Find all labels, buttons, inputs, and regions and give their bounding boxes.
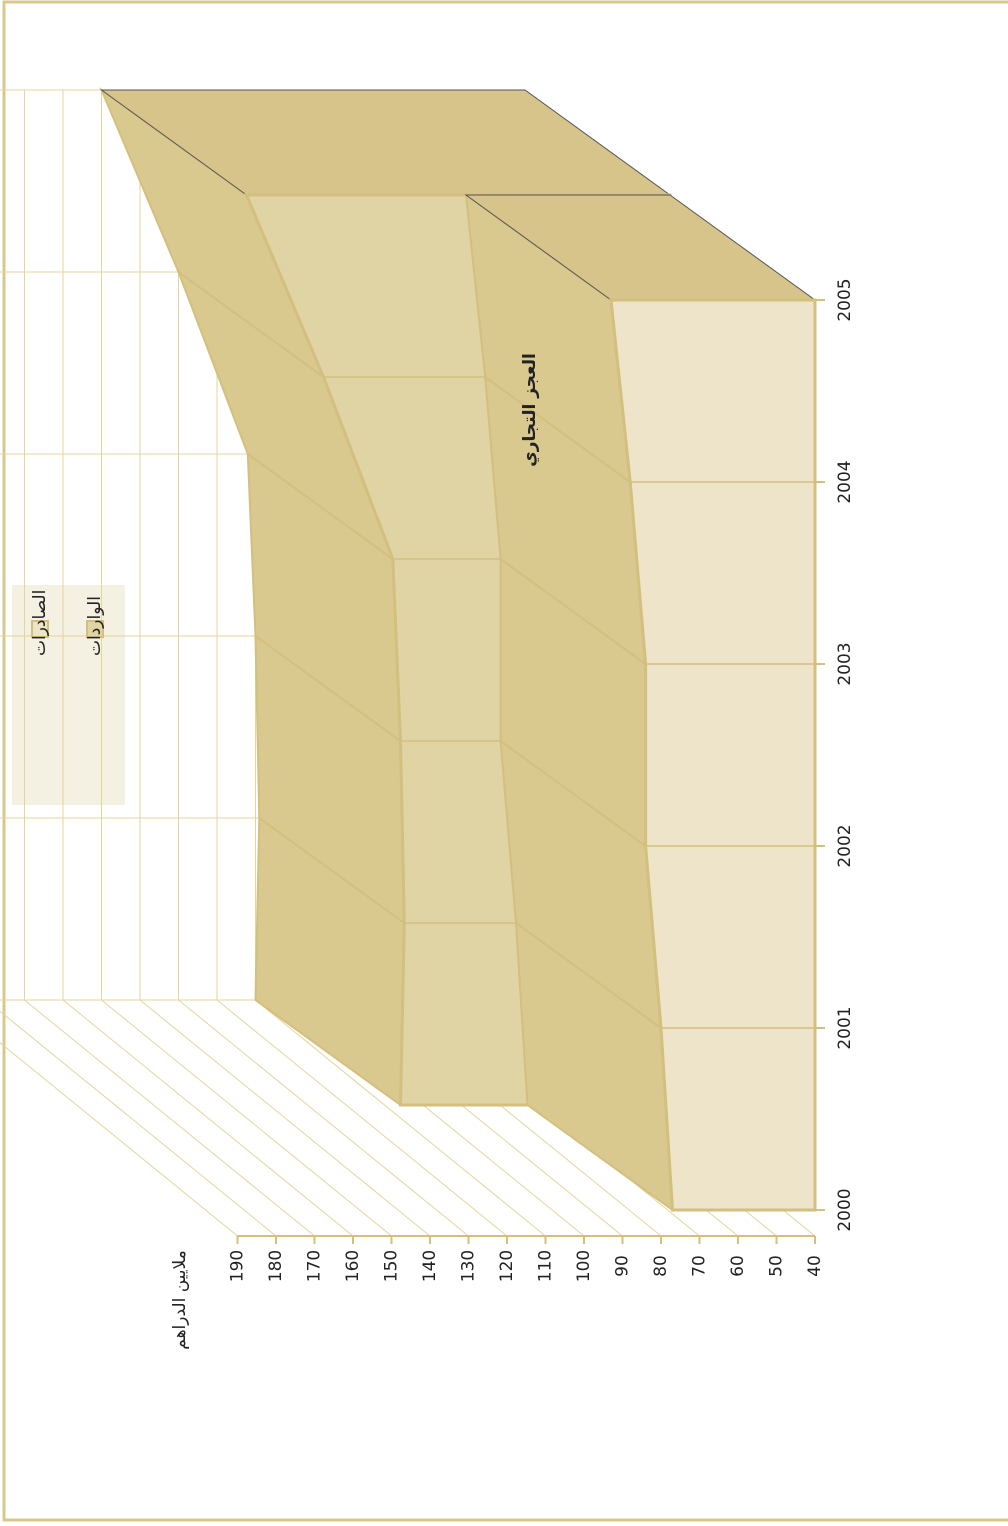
- legend: [12, 585, 125, 805]
- grid-line: [0, 999, 238, 1237]
- x-tick-label: 2004: [835, 460, 855, 503]
- y-tick-label: 100: [574, 1250, 594, 1282]
- y-tick-label: 60: [728, 1255, 748, 1277]
- grid-line: [216, 999, 508, 1237]
- x-tick-label: 2002: [835, 824, 855, 867]
- grid-line: [0, 999, 277, 1237]
- y-tick-label: 120: [497, 1250, 517, 1282]
- legend-swatch: [31, 620, 49, 638]
- y-tick-label: 190: [228, 1250, 248, 1282]
- grid-line: [101, 999, 392, 1237]
- y-tick-label: 90: [613, 1255, 633, 1277]
- y-tick-label: 150: [382, 1250, 402, 1282]
- grid-line: [62, 999, 354, 1237]
- y-tick-label: 80: [651, 1255, 671, 1277]
- x-tick-label: 2005: [835, 278, 855, 321]
- legend-swatch: [86, 620, 104, 638]
- x-tick-label: 2000: [835, 1188, 855, 1231]
- legend-label: الواردات: [85, 596, 105, 656]
- y-tick-label: 130: [459, 1250, 479, 1282]
- grid-line: [255, 999, 546, 1237]
- grid-line: [24, 999, 315, 1237]
- y-tick-label: 140: [420, 1250, 440, 1282]
- grid-line: [178, 999, 469, 1237]
- y-tick-label: 160: [343, 1250, 363, 1282]
- y-tick-label: 180: [266, 1250, 286, 1282]
- x-tick-label: 2003: [835, 642, 855, 685]
- grid-line: [139, 999, 431, 1237]
- y-axis-title: ملايين الدراهم: [170, 1250, 190, 1350]
- y-tick-label: 40: [805, 1255, 825, 1277]
- y-tick-label: 170: [305, 1250, 325, 1282]
- y-tick-label: 110: [536, 1250, 556, 1282]
- y-tick-label: 50: [767, 1255, 787, 1277]
- x-tick-label: 2001: [835, 1006, 855, 1049]
- rotated-chart: ملايين الدراهم 40 50 60 70 80 90 100 110 120 130 1…: [0, 87, 855, 1350]
- y-tick-label: 70: [690, 1255, 710, 1277]
- legend-label: الصادرات: [30, 590, 50, 656]
- annotation: العجز التجاري: [520, 353, 540, 467]
